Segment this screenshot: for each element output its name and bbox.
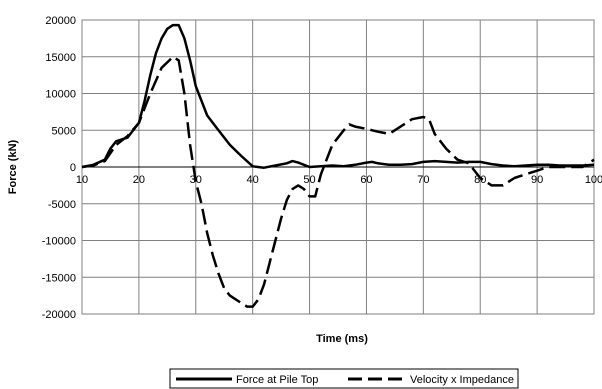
x-tick-label: 90 [531, 174, 543, 186]
y-tick-label: -20000 [42, 309, 76, 321]
x-tick-label: 40 [247, 174, 259, 186]
x-tick-label: 60 [360, 174, 372, 186]
y-tick-label: 5000 [52, 125, 76, 137]
legend-label-force: Force at Pile Top [236, 374, 318, 386]
x-tick-label: 20 [133, 174, 145, 186]
series-layer [81, 23, 595, 308]
legend-box [169, 368, 519, 389]
y-axis-label: Force (kN) [7, 139, 19, 194]
x-tick-label: 100 [585, 174, 602, 186]
x-tick-label: 70 [417, 174, 429, 186]
series-force-at-pile-top [81, 23, 595, 169]
series-velocity-x-impedance [81, 55, 595, 308]
x-tick-label: 10 [76, 174, 88, 186]
legend: Force at Pile Top Velocity x Impedance [169, 368, 519, 389]
y-tick-labels: 20000 15000 10000 5000 0 -5000 -10000 -15000 -20… [42, 15, 76, 321]
y-tick-label: 0 [70, 162, 76, 174]
x-tick-label: 50 [303, 174, 315, 186]
x-tick-label: 80 [474, 174, 486, 186]
x-tick-labels: 10 20 30 40 50 60 70 80 90 100 [76, 174, 602, 186]
y-tick-label: 20000 [45, 15, 76, 27]
y-tick-label: -10000 [42, 236, 76, 248]
legend-label-velocity: Velocity x Impedance [410, 374, 514, 386]
y-tick-label: 10000 [45, 89, 76, 101]
y-tick-label: -5000 [48, 199, 76, 211]
y-tick-label: -15000 [42, 272, 76, 284]
x-axis-label: Time (ms) [316, 333, 368, 345]
y-tick-label: 15000 [45, 52, 76, 64]
